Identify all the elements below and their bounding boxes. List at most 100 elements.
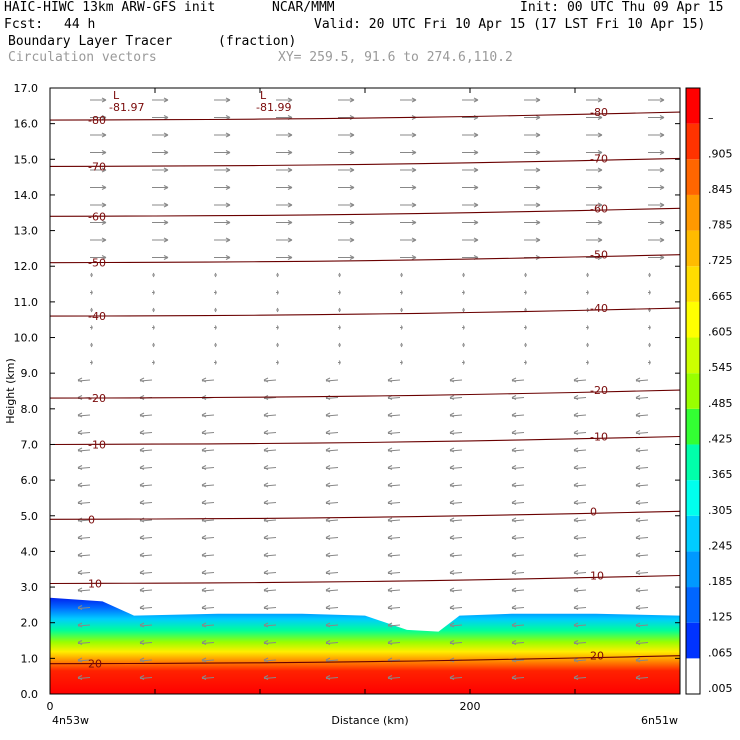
vector-arrowhead: [325, 482, 331, 488]
vector-arrowhead: [163, 167, 169, 173]
vector-arrowhead: [586, 272, 589, 278]
vector-arrowhead: [473, 132, 479, 138]
vector-arrowhead: [387, 552, 393, 558]
vector-arrowhead: [325, 552, 331, 558]
colorbar-label: .365: [708, 468, 733, 481]
contour-label-left: -80: [88, 114, 106, 127]
vector-arrowhead: [77, 640, 83, 645]
colorbar-swatch: [686, 159, 700, 195]
colorbar-swatch: [686, 123, 700, 160]
vector-arrowhead: [387, 430, 393, 435]
tracer-shading: [50, 597, 680, 694]
vector-arrowhead: [287, 132, 293, 138]
vector-arrowhead: [449, 517, 455, 523]
y-tick-label: 0.0: [21, 688, 39, 701]
vector-arrowhead: [287, 237, 293, 243]
vector-arrowhead: [400, 307, 403, 313]
vector-arrowhead: [511, 500, 517, 505]
vector-arrowhead: [77, 657, 83, 663]
colorbar-label: .005: [708, 682, 733, 695]
vector-arrowhead: [163, 185, 169, 190]
vector-arrowhead: [201, 447, 207, 453]
vector-arrowhead: [101, 167, 107, 173]
vector-arrowhead: [201, 430, 207, 435]
vector-arrowhead: [263, 482, 269, 488]
vector-arrowhead: [90, 325, 93, 330]
tracer-field: [50, 597, 680, 694]
vector-arrowhead: [101, 185, 107, 190]
vector-arrowhead: [535, 150, 541, 155]
vector-arrowhead: [449, 552, 455, 558]
vector-arrowhead: [573, 675, 579, 680]
contour-label-left: -70: [88, 160, 106, 173]
vector-arrowhead: [659, 132, 665, 138]
vector-arrowhead: [524, 360, 527, 365]
y-tick-label: 4.0: [21, 545, 39, 558]
vector-arrowhead: [77, 535, 83, 540]
vector-arrowhead: [387, 570, 393, 575]
contour-line: [49, 111, 681, 121]
vector-arrowhead: [139, 430, 145, 435]
vector-arrowhead: [276, 272, 279, 278]
contour-line: [49, 655, 681, 665]
vector-arrowhead: [635, 395, 641, 400]
vector-arrowhead: [263, 430, 269, 435]
vector-arrowhead: [139, 447, 145, 453]
vector-arrowhead: [263, 465, 269, 470]
cross-section-coordinates: XY= 259.5, 91.6 to 274.6,110.2: [278, 50, 513, 65]
vector-arrowhead: [449, 447, 455, 453]
y-tick-label: 11.0: [14, 296, 39, 309]
vector-arrowhead: [325, 622, 331, 628]
vector-arrowhead: [635, 482, 641, 488]
vector-arrowhead: [201, 465, 207, 470]
vector-arrowhead: [462, 360, 465, 365]
left-endpoint-label: 4n53w: [52, 714, 89, 727]
vector-arrowhead: [400, 342, 403, 348]
vector-arrowhead: [152, 360, 155, 365]
vector-arrowhead: [214, 290, 217, 295]
vector-arrowhead: [400, 360, 403, 365]
vector-arrowhead: [648, 325, 651, 330]
vector-arrowhead: [659, 150, 665, 155]
vector-arrowhead: [139, 377, 145, 383]
circulation-vectors: [77, 97, 665, 680]
vector-arrowhead: [648, 272, 651, 278]
contour-label-right: -40: [590, 302, 608, 315]
init-time: Init: 00 UTC Thu 09 Apr 15: [520, 0, 724, 15]
colorbar-frame: [685, 87, 701, 695]
vector-arrowhead: [511, 377, 517, 383]
vector-arrowhead: [263, 657, 269, 663]
forecast-hour: 44 h: [64, 17, 96, 32]
colorbar-swatch: [686, 480, 700, 516]
distance-axis: 0 200: [47, 88, 681, 713]
colorbar-swatch: [686, 515, 700, 552]
colorbar-label: .065: [708, 646, 733, 659]
y-tick-label: 3.0: [21, 581, 39, 594]
vector-arrowhead: [473, 97, 479, 103]
x-tick-label: 200: [460, 700, 481, 713]
vector-arrowhead: [387, 377, 393, 383]
contour-label-right: -70: [590, 152, 608, 165]
colorbar-swatch: [686, 266, 700, 302]
vector-arrowhead: [462, 272, 465, 278]
vector-arrowhead: [473, 150, 479, 155]
vector-arrowhead: [387, 605, 393, 610]
vector-arrowhead: [524, 290, 527, 295]
vector-arrowhead: [573, 465, 579, 470]
colorbar-swatch: [686, 551, 700, 588]
colorbar-label: .665: [708, 290, 733, 303]
vector-arrowhead: [511, 482, 517, 488]
vector-arrowhead: [201, 587, 207, 593]
vector-arrowhead: [400, 290, 403, 295]
vector-arrowhead: [473, 185, 479, 190]
contour-label-left: -60: [88, 210, 106, 223]
vector-arrowhead: [325, 675, 331, 680]
y-tick-label: 1.0: [21, 652, 39, 665]
vector-arrowhead: [287, 202, 293, 208]
low-marker: L: [113, 89, 120, 102]
vector-arrowhead: [139, 587, 145, 593]
vector-arrowhead: [90, 272, 93, 278]
vector-arrowhead: [659, 185, 665, 190]
vector-arrowhead: [387, 675, 393, 680]
